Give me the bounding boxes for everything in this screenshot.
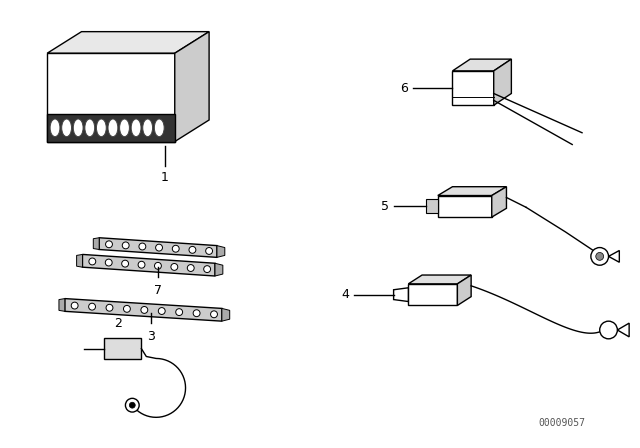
Polygon shape (452, 59, 511, 71)
Polygon shape (104, 338, 141, 359)
Circle shape (124, 306, 131, 312)
Circle shape (89, 258, 96, 265)
Polygon shape (493, 59, 511, 105)
Polygon shape (394, 288, 408, 302)
Polygon shape (618, 323, 629, 337)
Polygon shape (217, 246, 225, 257)
Circle shape (106, 241, 113, 248)
Polygon shape (47, 114, 175, 142)
Circle shape (176, 309, 182, 315)
Polygon shape (408, 275, 471, 284)
Circle shape (71, 302, 78, 309)
Circle shape (596, 253, 604, 260)
Polygon shape (47, 32, 209, 53)
Polygon shape (438, 187, 506, 195)
Text: 00009057: 00009057 (538, 418, 585, 428)
Circle shape (129, 402, 135, 408)
Circle shape (156, 244, 163, 251)
Text: 6: 6 (401, 82, 408, 95)
Circle shape (205, 248, 212, 254)
Polygon shape (426, 199, 438, 213)
Circle shape (122, 242, 129, 249)
Ellipse shape (120, 119, 129, 137)
Polygon shape (222, 308, 230, 321)
Circle shape (172, 246, 179, 252)
Text: 1: 1 (161, 171, 169, 184)
Polygon shape (408, 284, 458, 306)
Ellipse shape (108, 119, 118, 137)
Polygon shape (83, 254, 215, 276)
Polygon shape (452, 71, 493, 105)
Polygon shape (93, 238, 99, 250)
Ellipse shape (85, 119, 95, 137)
Text: 3: 3 (147, 330, 155, 343)
Polygon shape (215, 263, 223, 276)
Polygon shape (47, 53, 175, 142)
Polygon shape (99, 238, 217, 257)
Text: 4: 4 (342, 288, 349, 301)
Circle shape (193, 310, 200, 317)
Polygon shape (458, 275, 471, 306)
Ellipse shape (131, 119, 141, 137)
Polygon shape (492, 187, 506, 217)
Ellipse shape (50, 119, 60, 137)
Ellipse shape (73, 119, 83, 137)
Text: 5: 5 (381, 200, 388, 213)
Circle shape (125, 398, 139, 412)
Polygon shape (65, 298, 222, 321)
Circle shape (158, 308, 165, 314)
Ellipse shape (143, 119, 152, 137)
Circle shape (188, 265, 194, 271)
Circle shape (138, 261, 145, 268)
Text: 7: 7 (154, 284, 162, 297)
Polygon shape (175, 32, 209, 142)
Ellipse shape (154, 119, 164, 137)
Polygon shape (59, 298, 65, 311)
Circle shape (106, 304, 113, 311)
Polygon shape (438, 195, 492, 217)
Circle shape (171, 263, 178, 270)
Circle shape (591, 248, 609, 265)
Circle shape (154, 263, 161, 269)
Text: 2: 2 (114, 317, 122, 330)
Circle shape (141, 306, 148, 313)
Polygon shape (609, 250, 620, 262)
Circle shape (189, 246, 196, 253)
Circle shape (139, 243, 146, 250)
Ellipse shape (97, 119, 106, 137)
Circle shape (204, 266, 211, 272)
Circle shape (122, 260, 129, 267)
Circle shape (600, 321, 618, 339)
Ellipse shape (61, 119, 72, 137)
Polygon shape (77, 254, 83, 267)
Circle shape (106, 259, 112, 266)
Circle shape (211, 311, 218, 318)
Circle shape (88, 303, 95, 310)
